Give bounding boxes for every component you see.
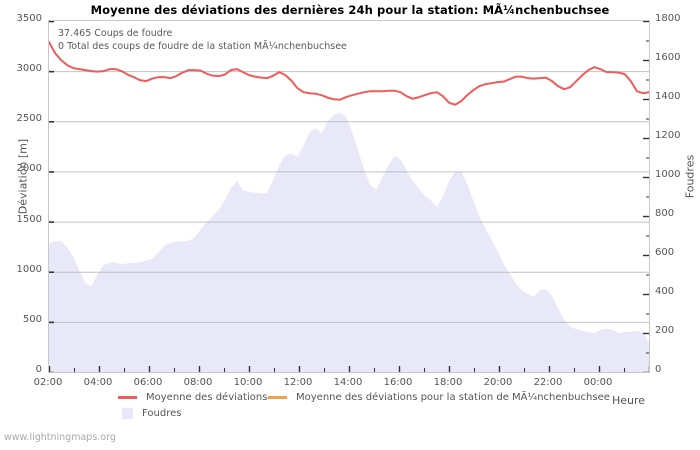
y-axis-left-tick: 1500 bbox=[16, 213, 42, 225]
legend-swatch-box-lightning bbox=[122, 408, 133, 419]
y-axis-right-tick: 400 bbox=[655, 286, 675, 297]
x-axis-tick: 02:00 bbox=[33, 377, 63, 388]
y-axis-right-tick: 1200 bbox=[655, 130, 681, 141]
x-axis-tick: 08:00 bbox=[183, 377, 213, 388]
x-axis-tick: 04:00 bbox=[83, 377, 113, 388]
legend-label-station-deviation: Moyenne des déviations pour la station d… bbox=[296, 392, 610, 403]
y-axis-right-tick: 600 bbox=[655, 247, 675, 258]
y-axis-right-tick: 200 bbox=[655, 325, 675, 336]
annotation-station-strokes: 0 Total des coups de foudre de la statio… bbox=[58, 41, 347, 52]
y-axis-left-tick: 2000 bbox=[16, 163, 42, 175]
annotation-box: 37.465 Coups de foudre 0 Total des coups… bbox=[58, 27, 347, 53]
y-axis-right-tick: 1400 bbox=[655, 91, 681, 102]
y-axis-right-tick: 1000 bbox=[655, 169, 681, 180]
y-axis-left-tick: 0 bbox=[35, 364, 42, 375]
y-axis-left-tick: 3000 bbox=[16, 63, 42, 75]
legend-swatch-line-deviation bbox=[118, 396, 137, 399]
y-axis-left-tick: 3500 bbox=[16, 13, 42, 24]
y-axis-right-title: Foudres bbox=[683, 154, 697, 199]
plot-svg bbox=[49, 21, 649, 372]
x-axis-tick: 22:00 bbox=[533, 377, 563, 388]
plot-area bbox=[48, 20, 650, 373]
y-axis-left-title: Déviation [m] bbox=[16, 138, 30, 215]
x-axis-tick: 20:00 bbox=[483, 377, 513, 388]
watermark: www.lightningmaps.org bbox=[4, 432, 116, 443]
x-axis-tick: 18:00 bbox=[433, 377, 463, 388]
x-axis-tick: 14:00 bbox=[333, 377, 363, 388]
y-axis-right-tick: 0 bbox=[655, 364, 662, 375]
legend-swatch-line-station bbox=[268, 396, 287, 399]
x-axis-tick: 16:00 bbox=[383, 377, 413, 388]
legend-label-lightning: Foudres bbox=[142, 408, 182, 419]
annotation-total-strokes: 37.465 Coups de foudre bbox=[58, 28, 173, 39]
legend-label-deviation: Moyenne des déviations bbox=[146, 392, 268, 403]
y-axis-right-tick: 1600 bbox=[655, 52, 681, 63]
x-axis-tick: 06:00 bbox=[133, 377, 163, 388]
legend-item-deviation[interactable]: Moyenne des déviations bbox=[118, 392, 267, 403]
legend-item-lightning[interactable]: Foudres bbox=[118, 408, 181, 419]
y-axis-left-tick: 500 bbox=[22, 313, 42, 325]
legend-item-station-deviation[interactable]: Moyenne des déviations pour la station d… bbox=[268, 392, 610, 403]
y-axis-right-tick: 1800 bbox=[655, 13, 681, 24]
x-axis-tick: 00:00 bbox=[583, 377, 613, 388]
x-axis-tick: 12:00 bbox=[283, 377, 313, 388]
y-axis-left-tick: 2500 bbox=[16, 113, 42, 125]
y-axis-left-tick: 1000 bbox=[16, 263, 42, 275]
x-axis-title: Heure bbox=[612, 394, 646, 407]
x-axis-tick: 10:00 bbox=[233, 377, 263, 388]
page-title: Moyenne des déviations des dernières 24h… bbox=[90, 3, 610, 17]
y-axis-right-tick: 800 bbox=[655, 208, 675, 219]
